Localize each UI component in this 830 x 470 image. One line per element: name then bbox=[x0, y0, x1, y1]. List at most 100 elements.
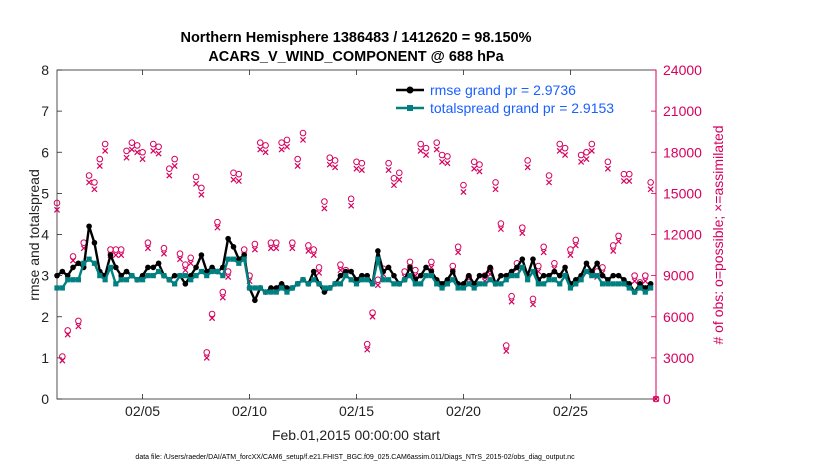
totalspread-line bbox=[57, 258, 652, 294]
data-file-footnote: data file: /Users/raeder/DAI/ATM_forcXX/… bbox=[135, 454, 575, 461]
totalspread-marker bbox=[610, 281, 616, 287]
y-left-tick-label: 0 bbox=[41, 391, 49, 407]
rmse-marker bbox=[278, 281, 285, 287]
obs-possible-marker bbox=[529, 295, 537, 303]
totalspread-marker bbox=[284, 289, 290, 295]
totalspread-marker bbox=[188, 277, 194, 283]
rmse-line bbox=[56, 225, 652, 302]
totalspread-marker bbox=[113, 281, 119, 287]
totalspread-marker bbox=[311, 277, 317, 283]
rmse-marker bbox=[444, 276, 451, 283]
obs-possible-marker bbox=[433, 139, 441, 146]
totalspread-marker bbox=[632, 289, 638, 295]
totalspread-marker bbox=[279, 285, 285, 291]
obs-possible-marker bbox=[642, 272, 649, 279]
totalspread-marker bbox=[252, 285, 258, 291]
obs-assimilated-marker bbox=[299, 136, 307, 143]
totalspread-marker bbox=[471, 285, 477, 291]
y-left-tick-label: 8 bbox=[41, 62, 49, 78]
obs-possible-marker bbox=[155, 143, 162, 151]
totalspread-marker bbox=[428, 273, 434, 279]
obs-possible-marker bbox=[64, 327, 71, 334]
rmse-marker bbox=[423, 264, 429, 271]
rmse-marker bbox=[241, 252, 247, 258]
totalspread-marker bbox=[70, 277, 76, 283]
totalspread-marker bbox=[220, 273, 226, 279]
obs-assimilated-marker bbox=[166, 172, 173, 179]
rmse-marker bbox=[348, 268, 354, 275]
rmse-marker bbox=[594, 260, 600, 267]
obs-possible-marker bbox=[331, 157, 339, 164]
rmse-marker bbox=[113, 264, 119, 271]
obs-possible-marker bbox=[283, 136, 291, 144]
totalspread-marker bbox=[316, 281, 322, 287]
rmse-marker bbox=[647, 281, 654, 287]
obs-assimilated-marker bbox=[337, 267, 344, 274]
obs-assimilated-marker bbox=[364, 346, 371, 353]
rmse-marker bbox=[637, 281, 643, 287]
obs-assimilated-marker bbox=[503, 347, 510, 355]
obs-assimilated-marker bbox=[155, 150, 162, 157]
rmse-marker bbox=[540, 272, 547, 279]
obs-assimilated-marker bbox=[423, 151, 430, 159]
totalspread-marker bbox=[118, 277, 124, 283]
totalspread-marker bbox=[450, 277, 456, 283]
rmse-marker bbox=[155, 260, 162, 267]
obs-possible-marker bbox=[609, 242, 617, 249]
obs-possible-marker bbox=[117, 246, 125, 253]
obs-possible-marker bbox=[567, 246, 574, 253]
totalspread-marker bbox=[418, 281, 424, 287]
totalspread-marker bbox=[262, 289, 269, 295]
rmse-marker bbox=[449, 268, 456, 275]
obs-possible-marker bbox=[470, 158, 478, 166]
obs-possible-marker bbox=[203, 349, 211, 356]
rmse-marker bbox=[583, 260, 590, 267]
totalspread-marker bbox=[139, 277, 146, 283]
rmse-marker bbox=[364, 272, 370, 279]
obs-assimilated-marker bbox=[150, 147, 157, 154]
totalspread-marker bbox=[343, 273, 349, 279]
rmse-marker bbox=[599, 272, 606, 279]
rmse-marker bbox=[610, 272, 617, 279]
obs-assimilated-marker bbox=[396, 176, 403, 183]
totalspread-marker bbox=[615, 281, 622, 287]
obs-assimilated-marker bbox=[626, 178, 633, 185]
x-axis-label: Feb.01,2015 00:00:00 start bbox=[272, 427, 440, 443]
totalspread-marker bbox=[327, 285, 333, 291]
obs-possible-marker bbox=[492, 179, 499, 186]
rmse-marker bbox=[466, 272, 472, 279]
rmse-marker bbox=[198, 252, 205, 258]
obs-assimilated-marker bbox=[198, 191, 205, 198]
rmse-marker bbox=[482, 272, 488, 279]
totalspread-marker bbox=[642, 289, 648, 295]
obs-possible-marker bbox=[390, 174, 398, 182]
obs-assimilated-marker bbox=[171, 162, 178, 169]
obs-possible-marker bbox=[198, 184, 205, 192]
totalspread-marker bbox=[214, 268, 221, 275]
rmse-marker bbox=[64, 272, 71, 279]
totalspread-marker bbox=[578, 277, 584, 283]
obs-assimilated-marker bbox=[610, 247, 617, 254]
totalspread-marker bbox=[59, 285, 65, 291]
totalspread-marker bbox=[439, 285, 445, 291]
totalspread-marker bbox=[466, 281, 472, 287]
totalspread-marker bbox=[562, 273, 568, 279]
legend-marker-totalspread bbox=[407, 105, 413, 111]
obs-possible-marker bbox=[347, 195, 355, 203]
rmse-marker bbox=[107, 252, 114, 258]
obs-assimilated-marker bbox=[326, 161, 333, 168]
obs-assimilated-marker bbox=[305, 247, 312, 254]
obs-assimilated-marker bbox=[193, 180, 200, 187]
y-right-tick-label: 24000 bbox=[663, 62, 702, 78]
obs-possible-marker bbox=[583, 148, 590, 156]
totalspread-marker bbox=[123, 277, 130, 283]
totalspread-marker bbox=[332, 281, 338, 287]
obs-assimilated-marker bbox=[578, 158, 585, 165]
rmse-marker bbox=[626, 281, 633, 287]
x-tick-label: 02/25 bbox=[553, 403, 588, 419]
rmse-marker bbox=[150, 264, 157, 271]
rmse-marker bbox=[123, 268, 130, 275]
obs-possible-marker bbox=[315, 264, 323, 271]
totalspread-marker bbox=[599, 281, 606, 287]
